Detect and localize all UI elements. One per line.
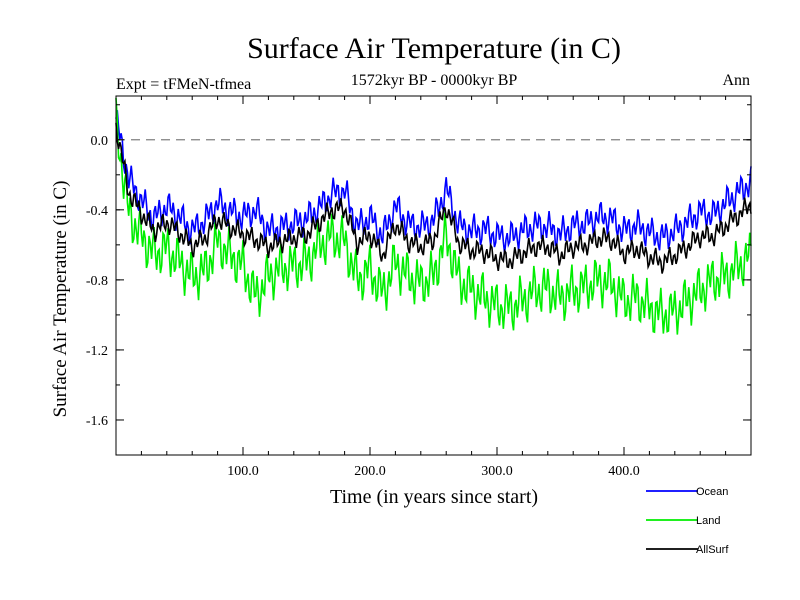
series-ocean-line <box>115 110 752 254</box>
legend-land-label: Land <box>696 515 720 527</box>
x-tick-label: 200.0 <box>354 464 386 479</box>
series-land-line <box>115 97 752 335</box>
x-tick-label: 100.0 <box>227 464 259 479</box>
subtitle-season: Ann <box>722 72 750 89</box>
y-tick-label: 0.0 <box>91 134 109 149</box>
plot-area: 0.0 -0.4 -0.8 -1.2 -1.6 100.0 200.0 300.0 400.0 <box>86 95 752 479</box>
x-tick-label: 400.0 <box>608 464 640 479</box>
y-axis-label: Surface Air Temperature (in C) <box>50 181 71 418</box>
y-tick-label: -1.2 <box>86 344 108 359</box>
legend-ocean-label: Ocean <box>696 486 728 498</box>
y-tick-label: -0.8 <box>86 274 108 289</box>
plot-frame <box>115 95 752 456</box>
legend-allsurf-label: AllSurf <box>696 544 729 556</box>
y-tick-label: -0.4 <box>86 204 108 219</box>
subtitle-time-range: 1572kyr BP - 0000kyr BP <box>351 72 518 89</box>
series-allsurf-line <box>115 122 752 274</box>
chart-title: Surface Air Temperature (in C) <box>247 32 621 65</box>
y-tick-label: -1.6 <box>86 414 108 429</box>
x-axis-label: Time (in years since start) <box>330 486 538 508</box>
legend: Ocean Land AllSurf <box>646 486 729 556</box>
x-tick-label: 300.0 <box>481 464 513 479</box>
subtitle-experiment: Expt = tFMeN-tfmea <box>116 76 251 93</box>
